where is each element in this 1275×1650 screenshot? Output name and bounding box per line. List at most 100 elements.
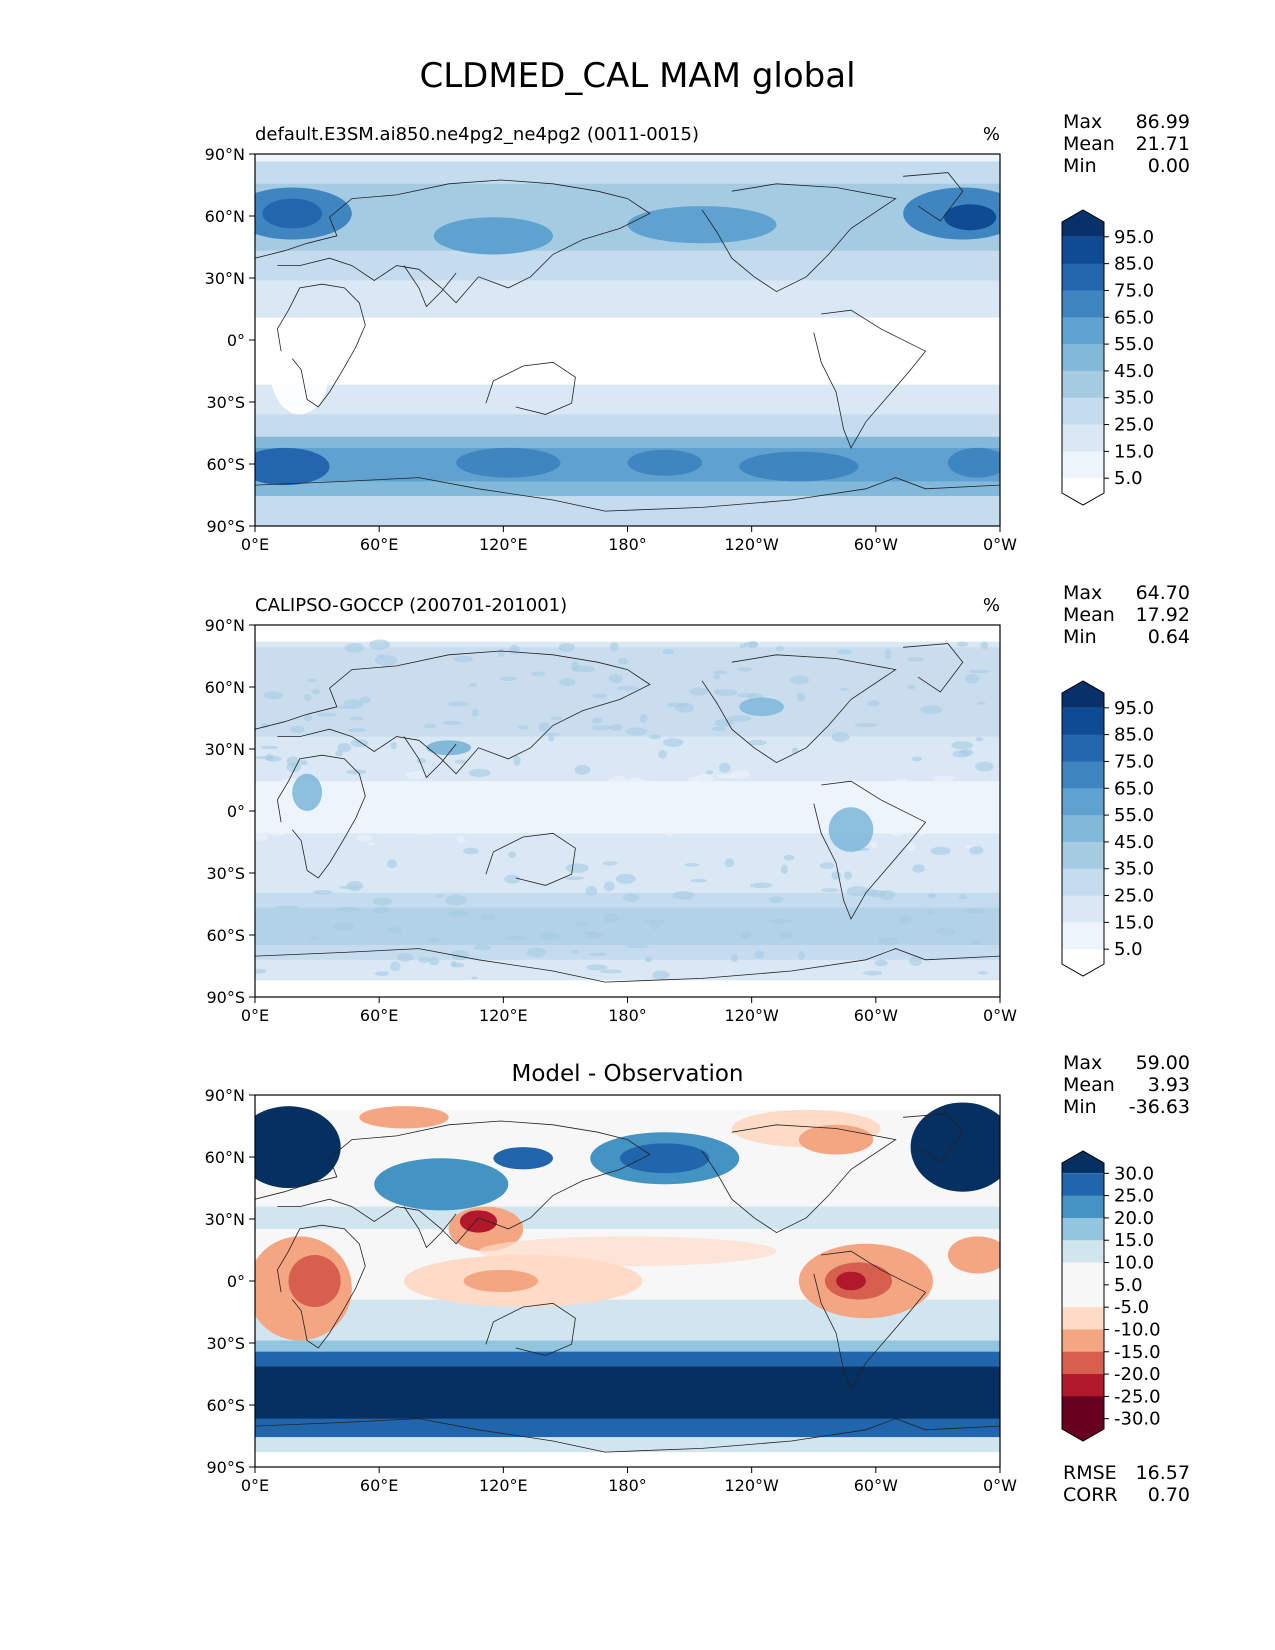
colorbar-tick-label: 35.0 xyxy=(1114,388,1154,409)
field-blob xyxy=(615,874,636,884)
field-blob xyxy=(585,886,598,896)
field-blob xyxy=(574,765,591,775)
field-blob xyxy=(366,842,375,846)
field-blob xyxy=(909,955,923,966)
coastline xyxy=(485,1302,576,1356)
field-blob xyxy=(564,876,585,881)
field-blob xyxy=(588,952,607,957)
field-blob xyxy=(543,732,560,736)
colorbar-segment xyxy=(1062,788,1104,816)
field-blob xyxy=(373,906,390,914)
field-blob xyxy=(798,950,805,961)
stat-value: 0.64 xyxy=(1148,626,1190,648)
stats-block: Max 64.70 Mean 17.92 Min 0.64 xyxy=(1063,582,1190,648)
panel-units: % xyxy=(983,124,1000,145)
field-blob xyxy=(910,1102,1000,1192)
colorbar-segment xyxy=(1062,1262,1104,1286)
coastline xyxy=(485,361,576,415)
field-blob xyxy=(442,720,462,725)
field-band xyxy=(255,183,1000,251)
field-blob xyxy=(308,936,317,941)
field-blob xyxy=(727,715,751,722)
field-blob xyxy=(731,770,751,780)
field-blob xyxy=(868,890,887,898)
coastline xyxy=(276,283,366,408)
field-blob xyxy=(591,717,602,724)
x-tick-label: 60°E xyxy=(360,1476,398,1495)
colorbar-segment xyxy=(1062,1351,1104,1375)
colorbar-tick-label: -25.0 xyxy=(1114,1386,1161,1407)
field-blob xyxy=(526,947,547,958)
field-blob xyxy=(907,684,916,690)
field-blob xyxy=(926,908,934,915)
field-blob xyxy=(724,858,735,868)
field-blob xyxy=(907,842,916,852)
field-blob xyxy=(581,808,589,818)
field-blob xyxy=(585,964,608,971)
field-blob xyxy=(919,705,943,714)
colorbar-segment xyxy=(1062,263,1104,291)
field-blob xyxy=(581,823,589,832)
field-blob xyxy=(844,871,852,880)
field-blob xyxy=(471,976,478,980)
field-blob xyxy=(303,693,312,702)
figure-title: CLDMED_CAL MAM global xyxy=(419,56,856,96)
field-blob xyxy=(952,750,971,758)
field-blob xyxy=(737,666,753,672)
field-blob xyxy=(783,854,795,861)
field-blob xyxy=(289,726,305,734)
x-tick-label: 180° xyxy=(608,535,647,554)
field-blob xyxy=(346,880,364,892)
stat-value: 0.70 xyxy=(1148,1484,1190,1506)
field-blob xyxy=(884,649,892,660)
field-blob xyxy=(359,1106,449,1129)
field-blob xyxy=(565,863,589,873)
field-blob xyxy=(398,818,410,822)
field-blob xyxy=(739,451,859,482)
field-blob xyxy=(789,675,810,685)
field-blob xyxy=(426,740,472,756)
panel-subtitle: Model - Observation xyxy=(511,1061,743,1087)
field-blob xyxy=(944,204,997,231)
field-blob xyxy=(730,954,739,962)
field-blob xyxy=(694,774,714,783)
coastline xyxy=(276,754,366,879)
field-blob xyxy=(495,810,503,819)
field-blob xyxy=(597,821,616,825)
x-tick-label: 0°W xyxy=(983,1006,1017,1025)
field-blob xyxy=(262,198,323,229)
field-blob xyxy=(665,830,674,837)
field-band xyxy=(255,414,1000,437)
field-blob xyxy=(837,649,852,655)
field-blob xyxy=(705,770,714,775)
field-blob xyxy=(713,670,727,675)
field-blob xyxy=(303,714,313,722)
field-blob xyxy=(956,641,969,647)
colorbar-outline xyxy=(1061,209,1105,506)
field-blob xyxy=(508,851,516,858)
coastline xyxy=(255,477,1000,512)
field-blob xyxy=(436,803,444,808)
coastline xyxy=(701,183,897,293)
stat-value: 0.00 xyxy=(1148,155,1190,177)
field-blob xyxy=(453,655,474,663)
error-stats: RMSE 16.57 CORR 0.70 xyxy=(1063,1462,1190,1506)
x-tick-label: 120°E xyxy=(479,1006,528,1025)
colorbar-tick-label: 15.0 xyxy=(1114,912,1154,933)
field-blob xyxy=(267,828,287,837)
colorbar-outline xyxy=(1061,680,1105,977)
field-blob xyxy=(425,822,444,830)
field-blob xyxy=(599,969,623,974)
field-blob xyxy=(450,963,465,968)
field-blob xyxy=(898,914,912,924)
field-blob xyxy=(427,816,444,821)
colorbar-segment xyxy=(1062,1240,1104,1264)
x-tick-label: 60°W xyxy=(854,535,898,554)
field-blob xyxy=(504,874,521,884)
stat-value: 59.00 xyxy=(1136,1052,1190,1074)
field-blob xyxy=(406,771,425,780)
field-blob xyxy=(969,669,990,674)
stat-value: 21.71 xyxy=(1136,133,1190,155)
field-blob xyxy=(447,701,469,707)
